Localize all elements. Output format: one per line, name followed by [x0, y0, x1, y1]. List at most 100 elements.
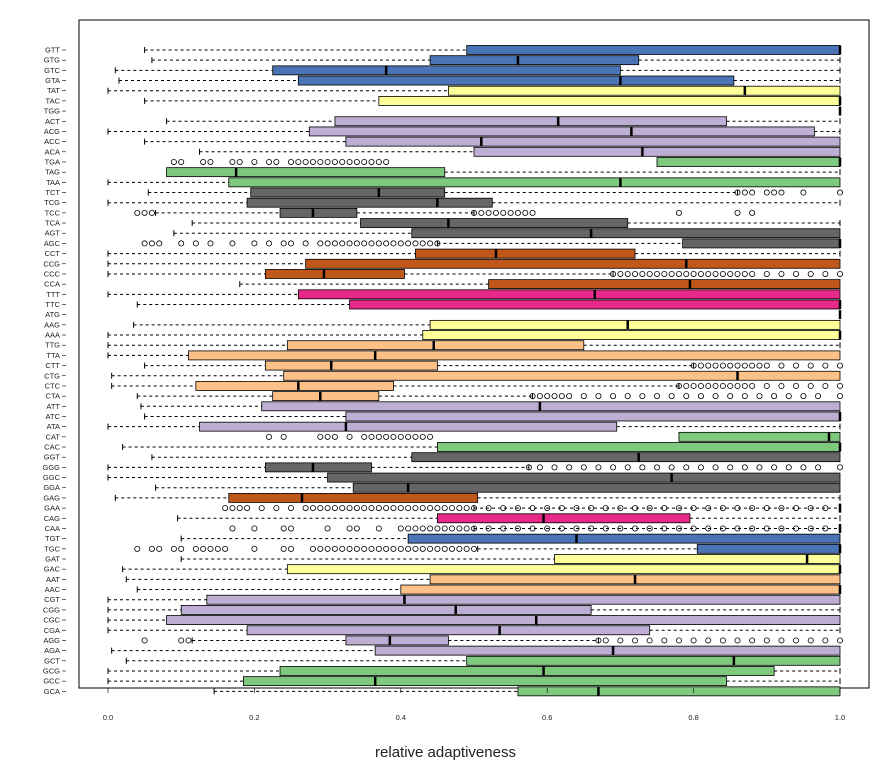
outlier-point [588, 525, 595, 532]
outlier-point [324, 545, 331, 552]
outlier-point [419, 433, 426, 440]
outlier-point [719, 505, 726, 512]
outlier-point [375, 240, 382, 247]
box-iqr [228, 177, 841, 188]
outlier-point [346, 505, 353, 512]
outlier-point [741, 464, 748, 471]
outlier-point [544, 505, 551, 512]
outlier-point [646, 525, 653, 532]
outlier-point [617, 637, 624, 644]
outlier-point [470, 525, 477, 532]
outlier-point [712, 362, 719, 369]
x-tick-label: 0.4 [396, 713, 406, 722]
outlier-point [763, 189, 770, 196]
outlier-point [200, 545, 207, 552]
outlier-point [434, 525, 441, 532]
outlier-point [324, 525, 331, 532]
outlier-point [610, 464, 617, 471]
outlier-point [427, 505, 434, 512]
box-row [107, 676, 841, 687]
outlier-point [727, 464, 734, 471]
outlier-point [485, 209, 492, 216]
outlier-point [361, 505, 368, 512]
boxes-layer [107, 45, 844, 697]
outlier-point [756, 464, 763, 471]
outlier-point [405, 505, 412, 512]
outlier-point [266, 433, 273, 440]
outlier-point [654, 270, 661, 277]
outlier-point [229, 240, 236, 247]
outlier-point [405, 545, 412, 552]
outlier-point [837, 382, 844, 389]
outlier-point [353, 545, 360, 552]
outlier-point [339, 240, 346, 247]
outlier-point [287, 545, 294, 552]
box-iqr [286, 564, 841, 575]
outlier-point [741, 362, 748, 369]
outlier-point [610, 270, 617, 277]
outlier-point [346, 240, 353, 247]
box-row [173, 228, 841, 239]
box-iqr [436, 442, 841, 452]
box-row [107, 625, 841, 636]
outlier-point [763, 362, 770, 369]
outlier-point [749, 505, 756, 512]
box-row [107, 289, 841, 300]
y-tick-label: CTA [46, 392, 60, 401]
box-iqr [261, 401, 841, 412]
outlier-point [353, 240, 360, 247]
outlier-point [551, 393, 558, 400]
outlier-point [580, 393, 587, 400]
outlier-point [807, 362, 814, 369]
outlier-point [741, 189, 748, 196]
outlier-point [368, 240, 375, 247]
box-row [136, 391, 844, 402]
outlier-point [375, 158, 382, 165]
outlier-point [397, 240, 404, 247]
box-row [107, 421, 841, 432]
outlier-point [536, 393, 543, 400]
outlier-point [712, 382, 719, 389]
box-iqr [656, 157, 841, 167]
outlier-point [756, 393, 763, 400]
outlier-point [763, 505, 770, 512]
outlier-point [683, 393, 690, 400]
box-iqr [188, 350, 841, 361]
outlier-point [207, 545, 214, 552]
outlier-point [749, 525, 756, 532]
box-iqr [345, 136, 841, 147]
outlier-point [397, 545, 404, 552]
outlier-point [690, 505, 697, 512]
y-tick-label: CTG [44, 371, 60, 380]
outlier-point [258, 505, 265, 512]
box-iqr [195, 381, 394, 391]
box-row [170, 157, 842, 167]
outlier-point [346, 525, 353, 532]
outlier-point [683, 464, 690, 471]
outlier-point [383, 505, 390, 512]
outlier-point [749, 189, 756, 196]
outlier-point [617, 525, 624, 532]
box-row [107, 340, 841, 351]
outlier-point [749, 637, 756, 644]
outlier-point [317, 433, 324, 440]
outlier-point [793, 525, 800, 532]
box-iqr [264, 269, 405, 279]
outlier-point [525, 464, 532, 471]
outlier-point [749, 382, 756, 389]
outlier-point [646, 637, 653, 644]
box-iqr [228, 493, 479, 503]
outlier-point [148, 545, 155, 552]
outlier-point [602, 637, 609, 644]
box-iqr [407, 533, 841, 544]
box-iqr [327, 472, 841, 483]
outlier-point [470, 545, 477, 552]
outlier-point [419, 240, 426, 247]
outlier-point [441, 505, 448, 512]
outlier-point [778, 525, 785, 532]
box-iqr [466, 45, 841, 55]
y-tick-label: CCA [44, 280, 60, 289]
y-tick-label: CGA [44, 626, 60, 635]
outlier-point [331, 158, 338, 165]
y-tick-label: CAA [45, 524, 60, 533]
